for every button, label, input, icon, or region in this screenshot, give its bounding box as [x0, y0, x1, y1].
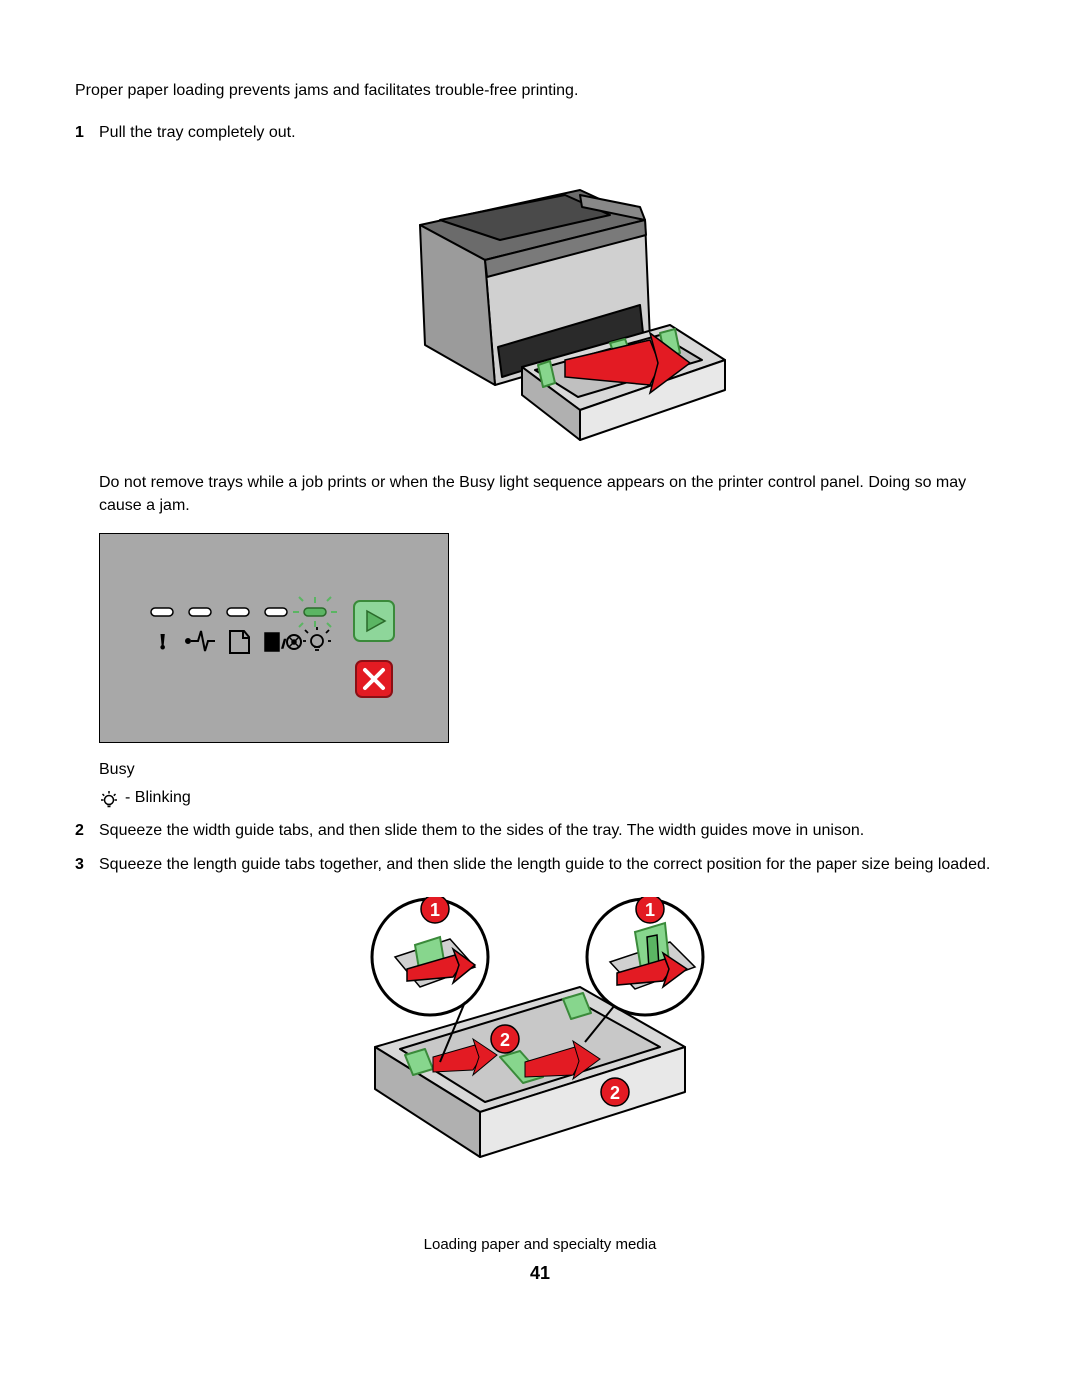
step-1: 1 Pull the tray completely out. — [75, 122, 1005, 144]
light-bulb-icon — [99, 789, 119, 809]
blinking-label: - Blinking — [125, 787, 191, 809]
svg-text:!: ! — [159, 629, 166, 654]
tray-guides-illustration: 1 1 2 2 — [325, 897, 755, 1197]
busy-section: Busy - Blinking — [99, 759, 1005, 810]
step-3-number: 3 — [75, 854, 99, 876]
control-panel-illustration: ! / — [99, 533, 449, 743]
tray-guides-figure: 1 1 2 2 — [75, 897, 1005, 1204]
step-2-number: 2 — [75, 820, 99, 842]
warning-text: Do not remove trays while a job prints o… — [99, 472, 1005, 517]
step-2-text: Squeeze the width guide tabs, and then s… — [99, 820, 1005, 842]
svg-text:2: 2 — [500, 1030, 510, 1050]
svg-text:2: 2 — [610, 1083, 620, 1103]
printer-tray-illustration — [350, 165, 730, 445]
step-1-number: 1 — [75, 122, 99, 144]
busy-label: Busy — [99, 759, 1005, 781]
svg-text:1: 1 — [645, 900, 655, 920]
footer-section-title: Loading paper and specialty media — [75, 1234, 1005, 1255]
svg-text:1: 1 — [430, 900, 440, 920]
step-3-text: Squeeze the length guide tabs together, … — [99, 854, 1005, 876]
footer-page-number: 41 — [75, 1261, 1005, 1286]
printer-figure — [75, 165, 1005, 452]
intro-text: Proper paper loading prevents jams and f… — [75, 80, 1005, 102]
step-2: 2 Squeeze the width guide tabs, and then… — [75, 820, 1005, 842]
page-footer: Loading paper and specialty media 41 — [75, 1234, 1005, 1286]
step-1-text: Pull the tray completely out. — [99, 122, 1005, 144]
step-3: 3 Squeeze the length guide tabs together… — [75, 854, 1005, 876]
